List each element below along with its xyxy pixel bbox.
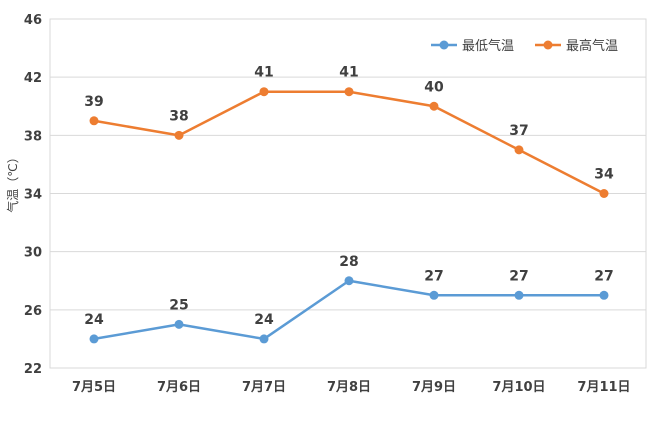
data-label: 24 (254, 312, 274, 328)
legend: 最低气温 最高气温 (431, 38, 618, 54)
data-label: 24 (84, 312, 104, 328)
y-axis-title: 气温（℃） (5, 151, 20, 212)
grid-lines (49, 18, 647, 369)
legend-item: 最高气温 (535, 38, 618, 54)
legend-label: 最低气温 (462, 38, 514, 54)
series-max-temp: 39 38 41 41 40 37 34 (84, 65, 614, 198)
y-tick-label: 22 (24, 362, 42, 377)
y-tick-label: 26 (24, 304, 42, 319)
legend-marker (439, 40, 449, 50)
data-point (89, 334, 99, 344)
data-label: 27 (509, 268, 528, 284)
y-tick-label: 46 (24, 13, 42, 28)
data-point (174, 319, 184, 329)
data-point (429, 101, 439, 111)
data-label: 28 (339, 254, 358, 270)
x-tick-label: 7月11日 (577, 380, 630, 395)
x-tick-label: 7月9日 (412, 380, 456, 395)
data-label: 27 (594, 268, 613, 284)
legend-item: 最低气温 (431, 38, 514, 54)
data-point (429, 290, 439, 300)
x-tick-label: 7月6日 (157, 380, 201, 395)
data-point (599, 189, 609, 198)
axes: 22 26 30 34 38 42 46 7月5日 7月6日 7月7日 7月8日 7月9日 7月10日 7… (24, 13, 631, 395)
data-label: 41 (339, 65, 358, 81)
data-label: 39 (84, 94, 103, 110)
data-label: 38 (169, 108, 188, 124)
x-tick-label: 7月7日 (242, 380, 286, 395)
series-min-temp: 24 25 24 28 27 27 27 (84, 254, 614, 344)
data-point (89, 116, 99, 126)
y-tick-label: 30 (24, 246, 42, 261)
data-point (514, 290, 524, 300)
data-label: 40 (424, 79, 444, 95)
data-point (344, 276, 354, 286)
data-label: 25 (169, 297, 188, 313)
data-point (259, 87, 269, 97)
series-group: 24 25 24 28 27 27 27 39 38 41 41 40 37 34 (84, 65, 614, 344)
x-tick-label: 7月10日 (492, 380, 545, 395)
data-label: 34 (594, 167, 614, 183)
legend-label: 最高气温 (566, 38, 618, 54)
data-point (599, 290, 609, 300)
data-point (514, 145, 524, 155)
legend-marker (543, 40, 553, 50)
y-tick-label: 38 (24, 129, 42, 144)
data-point (259, 334, 269, 344)
y-tick-label: 42 (24, 71, 42, 86)
data-point (174, 130, 184, 140)
y-tick-label: 34 (24, 188, 42, 203)
data-label: 37 (509, 123, 528, 139)
data-label: 41 (254, 65, 273, 81)
data-point (344, 87, 354, 97)
data-label: 27 (424, 268, 443, 284)
x-tick-label: 7月5日 (72, 380, 116, 395)
series-line (93, 90, 605, 195)
x-tick-label: 7月8日 (327, 380, 371, 395)
